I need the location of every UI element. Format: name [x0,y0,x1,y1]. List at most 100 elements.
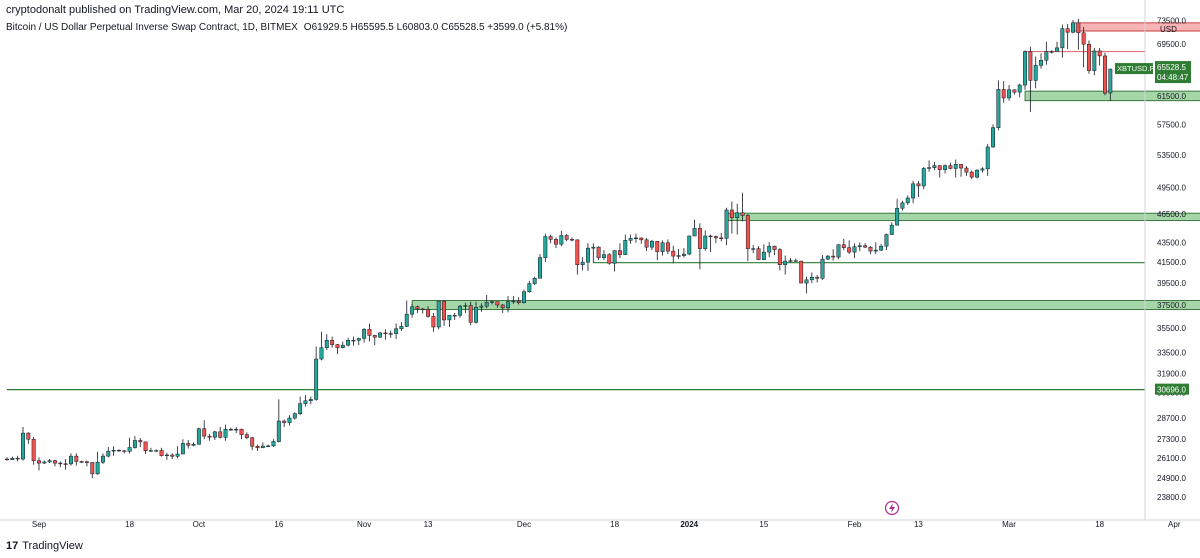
candle [442,299,447,326]
candle [143,441,148,455]
candle [276,399,281,443]
candle-body [687,235,692,255]
candle-body [106,450,111,457]
candle-body [292,413,297,419]
candle-body [362,329,367,339]
candle [825,255,830,261]
candle-body [905,197,910,204]
candle [175,446,180,459]
candle-body [260,445,265,449]
time-tick-label: Apr [1168,520,1181,529]
candle [975,169,980,179]
candle-body [564,235,569,240]
candle [95,451,100,475]
candle-body [37,460,41,464]
candle [1108,68,1113,101]
tradingview-logo-icon[interactable]: 17 [6,540,19,552]
candle [1039,53,1043,69]
candle [452,312,457,320]
candle [388,330,393,338]
candle-body [612,250,617,264]
candle-body [618,250,622,255]
candle [234,426,239,434]
candle [260,442,265,449]
time-tick-label: Sep [32,520,47,529]
price-tick-label: 73500.0 [1157,17,1186,26]
candle-body [1007,89,1011,99]
candle [788,258,793,263]
candle-body [378,332,383,338]
candle [879,243,884,252]
candle [292,412,297,420]
candle [159,447,164,457]
candle-body [159,450,164,456]
candle [21,426,25,461]
candle-body [628,238,633,241]
time-tick-label: Mar [1002,520,1016,529]
candle [228,427,233,431]
candle-body [266,445,271,447]
candle [79,460,84,464]
candle-body [367,329,372,336]
candle [116,449,121,452]
time-tick-label: 13 [424,520,433,529]
candle [628,234,633,244]
symbol-info: Bitcoin / US Dollar Perpetual Inverse Sw… [6,22,567,33]
candle [362,328,367,343]
candle [863,243,868,249]
hline-price-badge: 30696.0 [1155,383,1189,395]
candle [681,248,686,258]
candle [735,203,740,235]
candle [415,305,420,313]
candle-body [1076,22,1081,34]
candle [356,337,361,346]
candle-body [543,236,548,258]
candle-body [602,254,606,258]
candle [836,244,841,260]
candle-body [468,305,473,323]
candle-body [570,239,574,241]
candle [340,341,345,349]
candle-body [143,441,148,451]
candle [687,235,692,256]
lightning-icon[interactable] [884,500,900,516]
candle-body [1044,51,1049,61]
candle [154,449,159,452]
candle [484,294,489,309]
candle [633,233,638,243]
candle-body [623,240,628,255]
candle-body [809,276,814,281]
price-tick-label: 41500.0 [1157,258,1186,267]
candle-body [1092,50,1097,71]
candle [708,234,713,253]
price-tick-label: 39500.0 [1157,279,1186,288]
candle [724,207,729,246]
candle-body [74,455,79,462]
candle [948,162,953,170]
candle [831,249,836,261]
candle [90,462,95,479]
candle [399,322,404,332]
candle [884,233,889,251]
candle-body [180,443,185,455]
candle [548,234,553,244]
candle-body [772,245,777,250]
candle [900,200,905,211]
candle-body [713,236,718,239]
candle [943,164,948,174]
candle-body [548,236,553,240]
candle [793,258,798,262]
candle-body [234,429,239,431]
candle [378,331,383,338]
candle-body [276,420,281,442]
candle-body [783,260,788,265]
candle [719,233,724,242]
countdown-text: 04:48:47 [1157,73,1189,82]
candle-body [1028,51,1033,81]
time-tick-label: 13 [914,520,923,529]
price-tick-label: 46500.0 [1157,210,1186,219]
candle [31,436,36,465]
footer: 17 TradingView [6,540,83,552]
candle [1001,81,1006,103]
